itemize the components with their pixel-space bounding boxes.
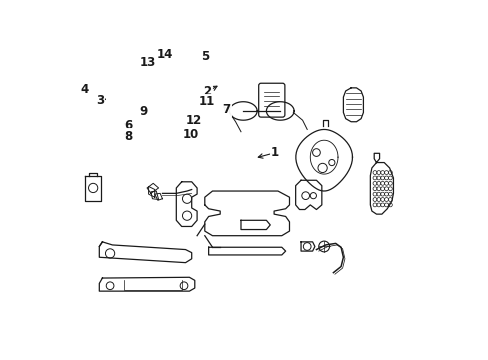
Text: 11: 11 xyxy=(199,95,215,108)
Text: 8: 8 xyxy=(124,130,132,143)
Text: 9: 9 xyxy=(139,105,147,118)
Text: 3: 3 xyxy=(96,94,104,107)
Text: 4: 4 xyxy=(81,83,89,96)
Text: 10: 10 xyxy=(183,128,199,141)
Text: 1: 1 xyxy=(270,146,279,159)
Text: 12: 12 xyxy=(185,114,201,127)
Text: 2: 2 xyxy=(203,85,211,98)
Text: 5: 5 xyxy=(201,50,209,63)
Text: 14: 14 xyxy=(156,48,173,61)
Text: 6: 6 xyxy=(124,119,132,132)
Text: 7: 7 xyxy=(222,103,230,116)
Text: 13: 13 xyxy=(140,55,156,68)
